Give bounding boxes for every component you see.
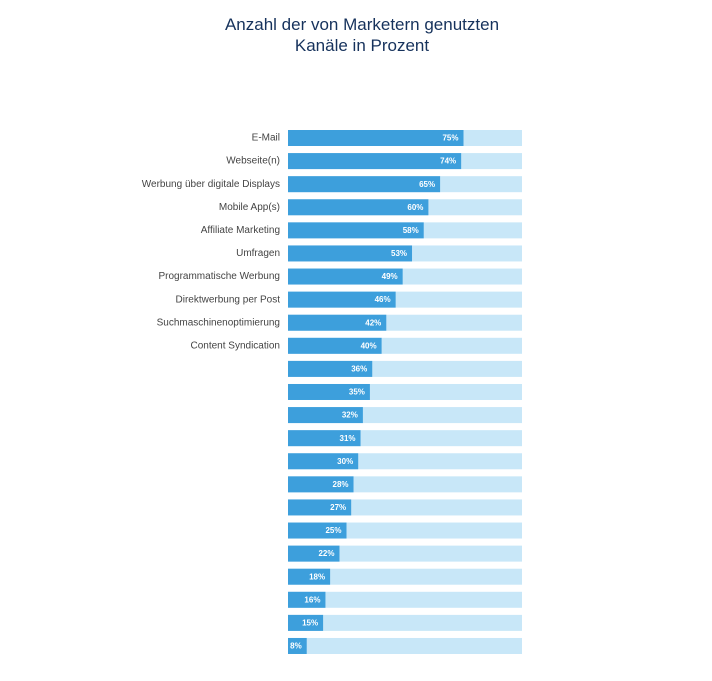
bar [288,199,429,216]
bar [288,637,307,654]
bar [288,360,373,377]
value-label: 75% [442,134,458,143]
bar [288,337,382,354]
value-label: 15% [302,618,318,627]
bar-track [288,614,522,631]
bar [288,522,347,539]
category-label: Direktwerbung per Post [176,294,281,305]
value-label: 22% [318,549,334,558]
value-label: 49% [382,272,398,281]
bar [288,383,370,400]
bar [288,130,464,146]
value-label: 65% [419,180,435,189]
bar-track [288,637,522,654]
value-label: 8% [290,642,302,651]
category-label: Webseite(n) [226,156,280,167]
value-label: 53% [391,249,407,258]
bar [288,291,396,308]
bar-track [288,545,522,562]
value-label: 28% [333,480,349,489]
value-label: 32% [342,411,358,420]
category-label: Programmatische Werbung [158,271,280,282]
value-label: 42% [365,318,381,327]
bar [288,268,403,285]
value-label: 58% [403,226,419,235]
value-label: 74% [440,157,456,166]
value-label: 16% [304,595,320,604]
value-label: 30% [337,457,353,466]
chart-title: Anzahl der von Marketern genutzten Kanäl… [224,15,500,55]
bar [288,476,354,493]
bar [288,222,424,239]
value-label: 27% [330,503,346,512]
category-label: Werbung über digitale Displays [142,179,280,190]
bar [288,591,326,608]
bar-track [288,591,522,608]
value-label: 60% [407,203,423,212]
bar [288,545,340,562]
value-label: 35% [349,388,365,397]
category-label: Suchmaschinenoptimierung [157,317,280,328]
bar [288,568,331,585]
bar [288,176,441,193]
category-label: Umfragen [236,248,280,259]
bar [288,314,387,331]
bar [288,430,361,447]
bar [288,499,352,516]
value-label: 36% [351,365,367,374]
bar-track [288,568,522,585]
value-label: 31% [340,434,356,443]
bar [288,453,359,470]
category-label: Content Syndication [190,340,280,351]
category-label: E-Mail [252,133,280,144]
category-label: Affiliate Marketing [201,225,280,236]
bar [288,614,324,631]
value-label: 18% [309,572,325,581]
value-label: 46% [375,295,391,304]
value-label: 25% [325,526,341,535]
bar [288,245,413,262]
bar [288,407,363,424]
value-label: 40% [361,341,377,350]
bar [288,153,462,170]
category-label: Mobile App(s) [219,202,280,213]
